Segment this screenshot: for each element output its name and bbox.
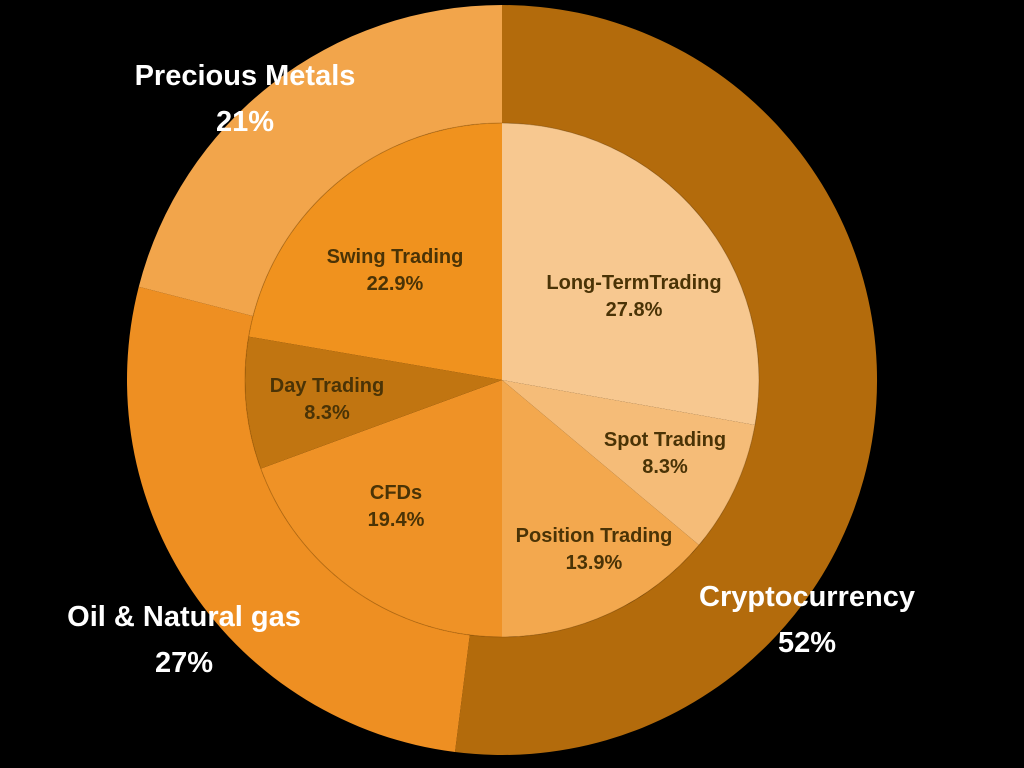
slice-long-termtrading — [502, 123, 759, 425]
slice-swing-trading — [248, 123, 502, 380]
slice-cfds — [260, 380, 502, 637]
slice-cryptocurrency — [455, 4, 878, 755]
slice-day-trading — [245, 336, 502, 469]
slice-precious-metals — [138, 5, 502, 317]
slice-position-trading — [502, 380, 699, 637]
ring-separator — [244, 122, 760, 638]
slice-spot-trading — [502, 380, 756, 546]
slice-oil-natural-gas — [126, 286, 470, 753]
